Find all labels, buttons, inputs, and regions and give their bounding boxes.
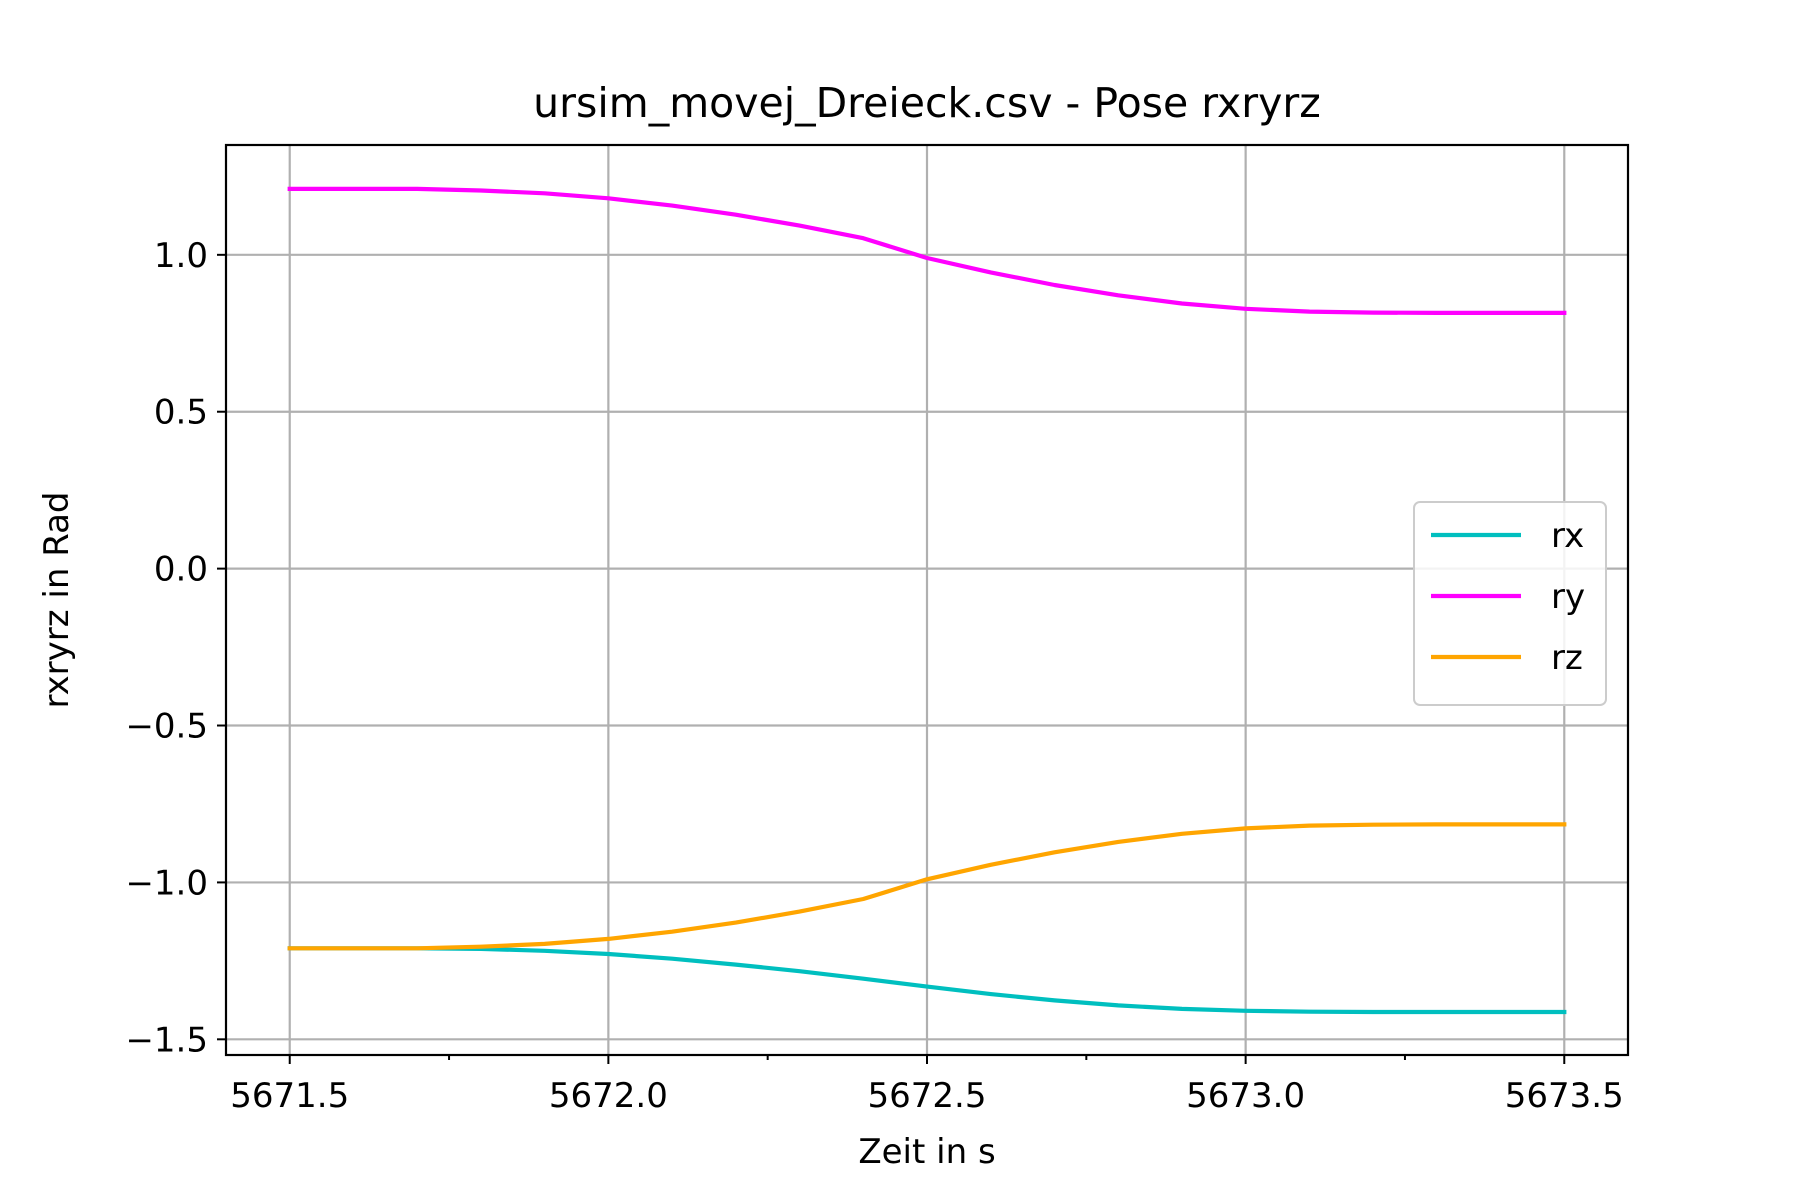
y-tick-label: 1.0 (154, 236, 208, 276)
y-axis-label: rxryrz in Rad (37, 491, 77, 708)
x-tick-label: 5673.0 (1186, 1076, 1305, 1116)
series-line-rx (287, 946, 1567, 1015)
x-axis-label: Zeit in s (858, 1132, 995, 1172)
y-tick-label: 0.5 (154, 393, 208, 433)
legend-box (1413, 501, 1607, 706)
y-tick-label: −1.5 (125, 1020, 208, 1060)
legend-label-rz: rz (1551, 638, 1583, 678)
x-tick-label: 5672.0 (549, 1076, 668, 1116)
series-lines (287, 186, 1567, 1015)
chart-title: ursim_movej_Dreieck.csv - Pose rxryrz (533, 79, 1321, 127)
y-tick-label: 0.0 (154, 550, 208, 590)
x-tick-label: 5673.5 (1505, 1076, 1624, 1116)
y-tick-label: −1.0 (125, 863, 208, 903)
legend: rx ry rz (1413, 501, 1607, 706)
legend-label-ry: ry (1551, 577, 1585, 617)
legend-label-rx: rx (1551, 516, 1584, 556)
x-tick-label: 5672.5 (868, 1076, 987, 1116)
axis-ticks: 5671.5 5672.0 5672.5 5673.0 5673.5 −1.5 −1.0 −0… (125, 236, 1623, 1116)
series-line-rz (287, 822, 1567, 951)
x-tick-label: 5671.5 (230, 1076, 349, 1116)
grid (226, 145, 1628, 1055)
y-tick-label: −0.5 (125, 707, 208, 747)
series-line-ry (287, 186, 1567, 315)
